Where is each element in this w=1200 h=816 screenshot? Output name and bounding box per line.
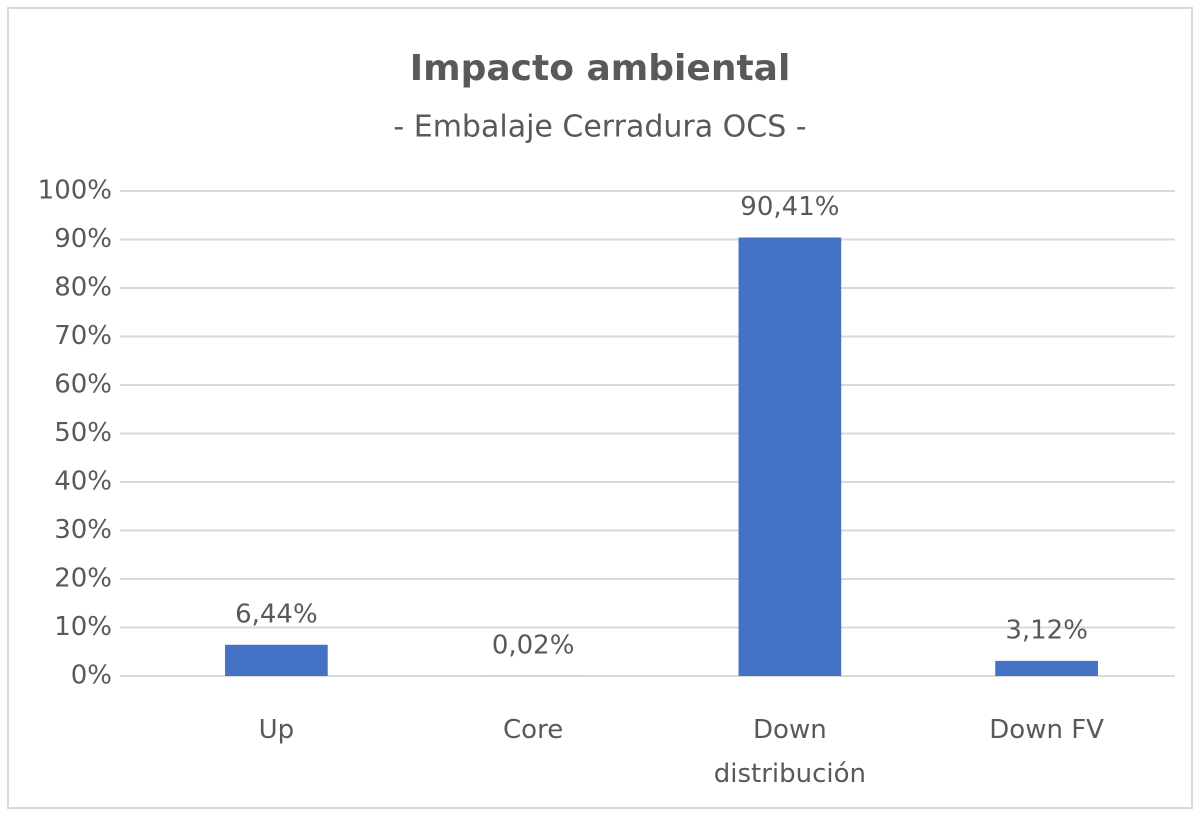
y-tick-label: 60% (54, 370, 112, 400)
data-label: 6,44% (235, 599, 318, 629)
y-tick-label: 90% (54, 224, 112, 254)
bar (738, 237, 842, 676)
chart-subtitle: - Embalaje Cerradura OCS - (393, 110, 806, 145)
y-tick-label: 30% (54, 515, 112, 545)
x-tick-label-box: Up (258, 715, 295, 745)
chart-border (7, 7, 1193, 809)
data-label: 0,02% (492, 630, 575, 660)
y-tick-label: 80% (54, 273, 112, 303)
data-label: 90,41% (740, 192, 839, 222)
x-tick-label: Up (258, 715, 295, 745)
bar (995, 660, 1098, 676)
chart-title: Impacto ambiental (410, 48, 791, 89)
y-tick-label: 40% (54, 467, 112, 497)
y-tick-label: 20% (54, 564, 112, 594)
y-tick-label: 50% (54, 418, 112, 448)
data-label: 3,12% (1005, 615, 1088, 645)
y-tick-label: 70% (54, 321, 112, 351)
x-tick-label-box: Down FV (989, 715, 1104, 745)
y-tick-label: 0% (71, 661, 112, 691)
x-tick-label-box: Core (503, 715, 564, 745)
y-tick-label: 100% (38, 176, 112, 206)
x-tick-label: Down FV (989, 715, 1104, 745)
x-tick-label: Core (503, 715, 564, 745)
bar (225, 644, 328, 676)
y-tick-label: 10% (54, 612, 112, 642)
x-tick-label: Down distribución (713, 715, 867, 789)
x-tick-label-box: Down distribución (713, 715, 867, 789)
